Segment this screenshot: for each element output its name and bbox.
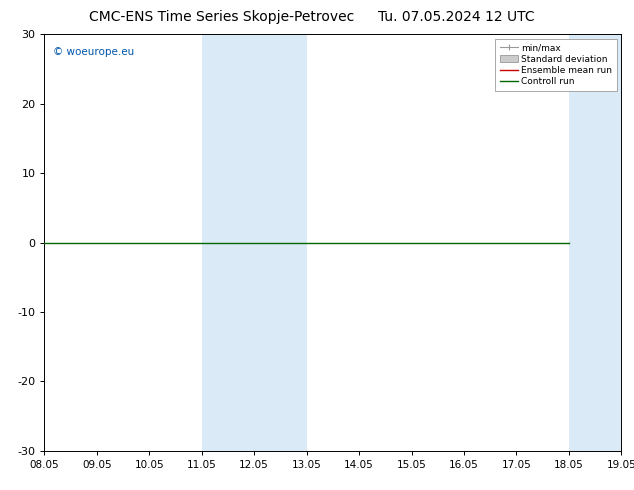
Text: © woeurope.eu: © woeurope.eu [53, 47, 134, 57]
Text: CMC-ENS Time Series Skopje-Petrovec: CMC-ENS Time Series Skopje-Petrovec [89, 10, 354, 24]
Bar [202, 34, 307, 451]
Text: Tu. 07.05.2024 12 UTC: Tu. 07.05.2024 12 UTC [378, 10, 535, 24]
Legend: min/max, Standard deviation, Ensemble mean run, Controll run: min/max, Standard deviation, Ensemble me… [495, 39, 617, 91]
Bar [569, 34, 632, 451]
